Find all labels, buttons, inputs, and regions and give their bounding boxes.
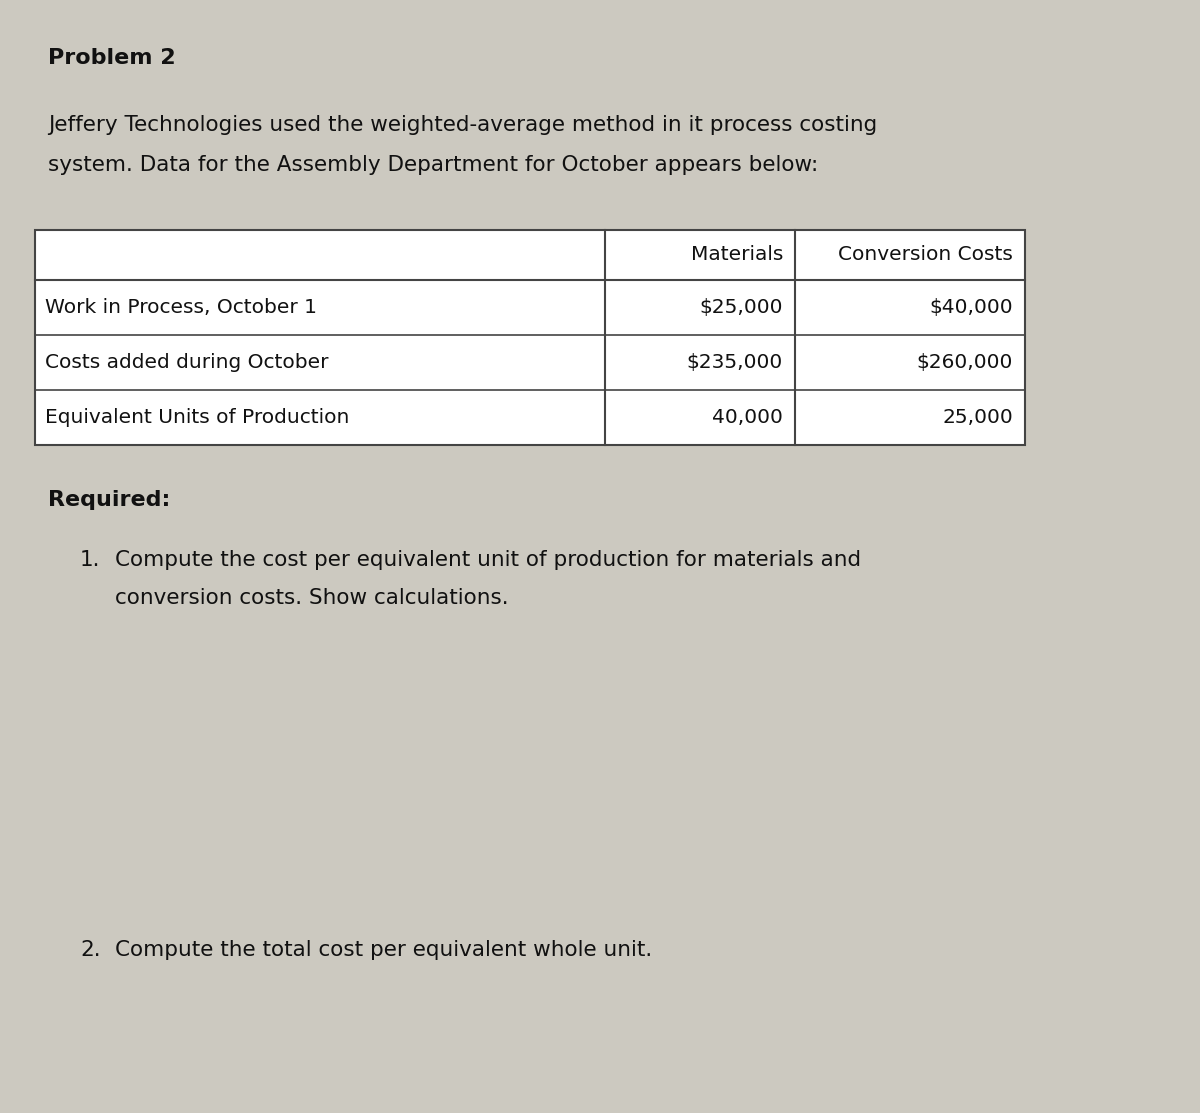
Text: Required:: Required: <box>48 490 170 510</box>
Text: system. Data for the Assembly Department for October appears below:: system. Data for the Assembly Department… <box>48 155 818 175</box>
Text: 40,000: 40,000 <box>712 408 784 427</box>
Text: Compute the total cost per equivalent whole unit.: Compute the total cost per equivalent wh… <box>115 940 653 961</box>
Text: Problem 2: Problem 2 <box>48 48 175 68</box>
Text: 1.: 1. <box>80 550 101 570</box>
Text: Compute the cost per equivalent unit of production for materials and: Compute the cost per equivalent unit of … <box>115 550 862 570</box>
Text: Jeffery Technologies used the weighted-average method in it process costing: Jeffery Technologies used the weighted-a… <box>48 115 877 135</box>
Bar <box>796 230 1025 280</box>
Bar <box>796 280 1025 335</box>
Bar <box>35 335 605 390</box>
Text: $40,000: $40,000 <box>929 298 1013 317</box>
Text: conversion costs. Show calculations.: conversion costs. Show calculations. <box>115 588 509 608</box>
Bar <box>35 390 605 445</box>
Bar <box>605 230 796 280</box>
Bar <box>796 390 1025 445</box>
Bar <box>605 335 796 390</box>
Text: Materials: Materials <box>691 246 784 265</box>
Bar <box>35 230 605 280</box>
Text: 2.: 2. <box>80 940 101 961</box>
Bar <box>605 390 796 445</box>
Bar <box>35 230 1025 445</box>
Bar <box>605 280 796 335</box>
Text: Costs added during October: Costs added during October <box>46 353 329 372</box>
Text: Conversion Costs: Conversion Costs <box>838 246 1013 265</box>
Text: $235,000: $235,000 <box>686 353 784 372</box>
Text: $260,000: $260,000 <box>917 353 1013 372</box>
Text: 25,000: 25,000 <box>942 408 1013 427</box>
Text: $25,000: $25,000 <box>700 298 784 317</box>
Text: Work in Process, October 1: Work in Process, October 1 <box>46 298 317 317</box>
Bar <box>35 280 605 335</box>
Bar <box>796 335 1025 390</box>
Text: Equivalent Units of Production: Equivalent Units of Production <box>46 408 349 427</box>
